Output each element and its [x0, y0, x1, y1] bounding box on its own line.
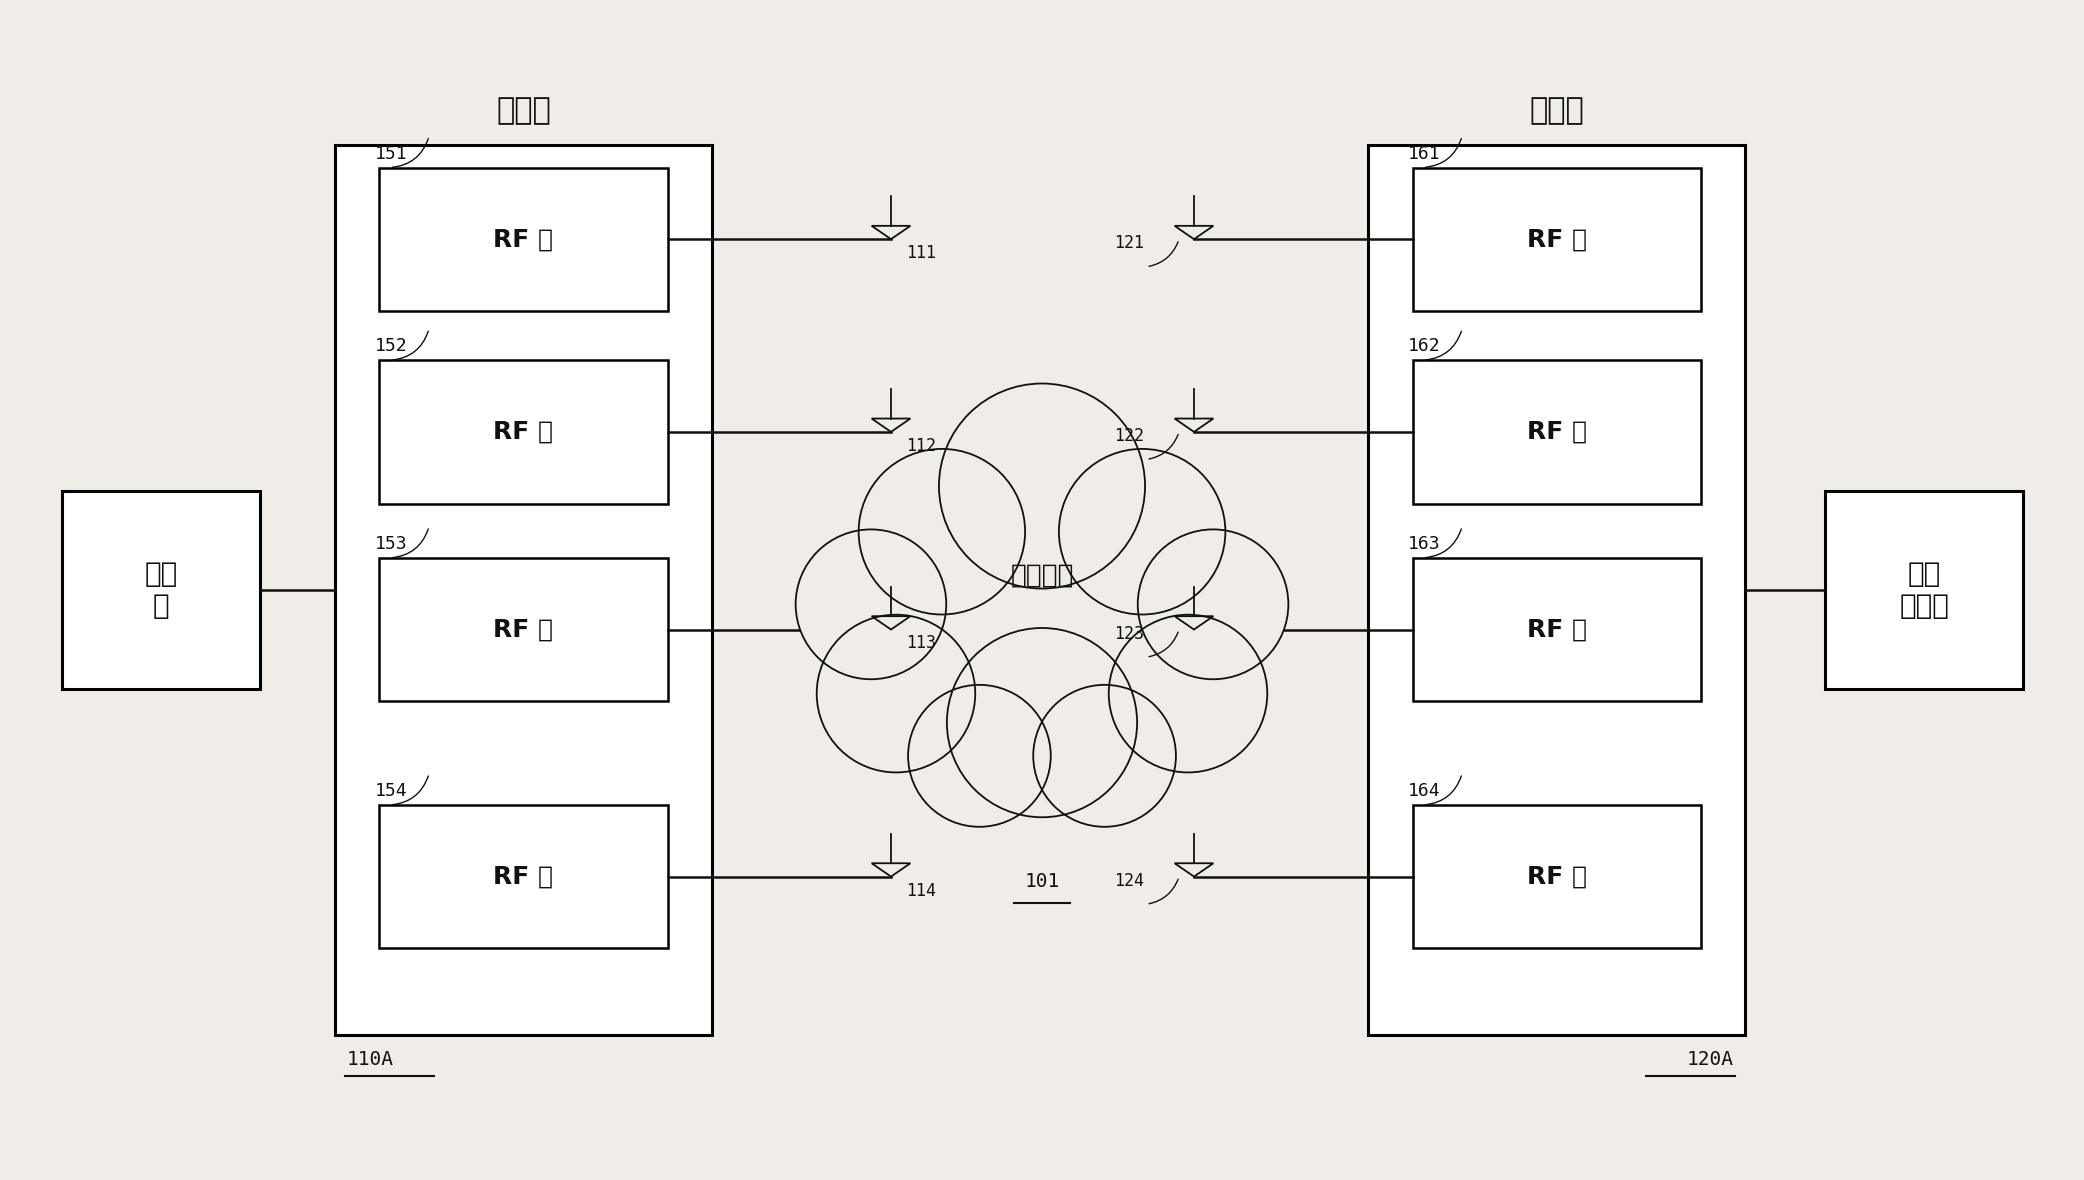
FancyBboxPatch shape	[1826, 491, 2024, 689]
FancyBboxPatch shape	[63, 491, 260, 689]
Text: 信号
源: 信号 源	[144, 559, 177, 621]
Text: RF 链: RF 链	[494, 228, 554, 251]
FancyBboxPatch shape	[379, 558, 667, 701]
FancyBboxPatch shape	[336, 145, 713, 1035]
Circle shape	[1034, 684, 1175, 827]
Circle shape	[909, 684, 1050, 827]
FancyBboxPatch shape	[1413, 805, 1701, 949]
Text: 101: 101	[1025, 872, 1059, 891]
Text: 120A: 120A	[1686, 1049, 1734, 1069]
Text: 162: 162	[1407, 337, 1440, 355]
FancyBboxPatch shape	[379, 168, 667, 310]
Text: 163: 163	[1407, 535, 1440, 553]
Text: 112: 112	[907, 437, 936, 454]
Text: RF 链: RF 链	[494, 617, 554, 642]
Text: 122: 122	[1115, 427, 1144, 445]
Text: 113: 113	[907, 635, 936, 653]
FancyBboxPatch shape	[379, 360, 667, 504]
Text: RF 链: RF 链	[494, 420, 554, 444]
FancyBboxPatch shape	[1413, 558, 1701, 701]
Circle shape	[940, 384, 1144, 589]
Circle shape	[1109, 615, 1267, 773]
Text: 信号
接收机: 信号 接收机	[1899, 559, 1949, 621]
Text: 161: 161	[1407, 145, 1440, 163]
FancyBboxPatch shape	[379, 805, 667, 949]
Text: 124: 124	[1115, 872, 1144, 890]
Text: 通信信道: 通信信道	[1011, 562, 1073, 588]
Text: 151: 151	[375, 145, 406, 163]
Circle shape	[1138, 530, 1288, 680]
Text: 发射机: 发射机	[496, 97, 550, 125]
Text: 114: 114	[907, 881, 936, 899]
Text: 110A: 110A	[346, 1049, 394, 1069]
Circle shape	[859, 448, 1025, 615]
Text: 153: 153	[375, 535, 406, 553]
Text: RF 链: RF 链	[1528, 865, 1586, 889]
Text: RF 链: RF 链	[494, 865, 554, 889]
Text: 152: 152	[375, 337, 406, 355]
Circle shape	[796, 530, 946, 680]
Text: 111: 111	[907, 244, 936, 262]
FancyBboxPatch shape	[1413, 168, 1701, 310]
Text: 164: 164	[1407, 782, 1440, 800]
FancyBboxPatch shape	[1367, 145, 1744, 1035]
Text: 接收机: 接收机	[1530, 97, 1584, 125]
Text: RF 链: RF 链	[1528, 617, 1586, 642]
Text: 121: 121	[1115, 235, 1144, 253]
FancyBboxPatch shape	[1413, 360, 1701, 504]
Text: RF 链: RF 链	[1528, 420, 1586, 444]
Text: RF 链: RF 链	[1528, 228, 1586, 251]
Circle shape	[817, 615, 975, 773]
Circle shape	[1059, 448, 1225, 615]
Circle shape	[946, 628, 1138, 818]
Text: 154: 154	[375, 782, 406, 800]
Text: 123: 123	[1115, 624, 1144, 643]
